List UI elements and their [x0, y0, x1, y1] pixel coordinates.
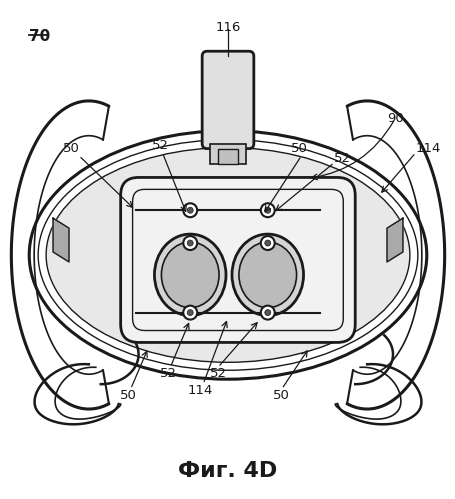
Ellipse shape — [46, 148, 409, 362]
Circle shape — [260, 203, 274, 217]
Text: 52: 52 — [152, 139, 168, 152]
Polygon shape — [53, 218, 69, 262]
FancyBboxPatch shape — [202, 51, 253, 149]
Ellipse shape — [154, 234, 226, 315]
Text: 50: 50 — [273, 389, 289, 402]
Text: 114: 114 — [187, 384, 212, 397]
Circle shape — [183, 306, 197, 319]
Circle shape — [264, 207, 270, 213]
Circle shape — [260, 306, 274, 319]
Text: 50: 50 — [120, 389, 137, 402]
Text: 52: 52 — [160, 367, 177, 380]
Circle shape — [183, 203, 197, 217]
Circle shape — [264, 310, 270, 315]
Circle shape — [187, 310, 193, 315]
Text: Фиг. 4D: Фиг. 4D — [178, 461, 277, 481]
Ellipse shape — [238, 242, 296, 308]
Circle shape — [183, 236, 197, 250]
Text: 52: 52 — [334, 152, 351, 165]
Text: 116: 116 — [215, 21, 240, 34]
Text: 50: 50 — [290, 142, 307, 155]
Circle shape — [264, 240, 270, 246]
Circle shape — [187, 207, 193, 213]
FancyBboxPatch shape — [121, 178, 354, 342]
Text: 52: 52 — [209, 367, 226, 380]
Bar — [217, 149, 238, 164]
Ellipse shape — [232, 234, 303, 315]
Circle shape — [260, 236, 274, 250]
Bar — [210, 144, 245, 164]
Ellipse shape — [161, 242, 218, 308]
Text: 50: 50 — [62, 142, 79, 155]
Circle shape — [187, 240, 193, 246]
Text: 70: 70 — [29, 29, 51, 44]
Text: 90: 90 — [386, 112, 403, 125]
Text: 114: 114 — [415, 142, 440, 155]
Polygon shape — [386, 218, 402, 262]
